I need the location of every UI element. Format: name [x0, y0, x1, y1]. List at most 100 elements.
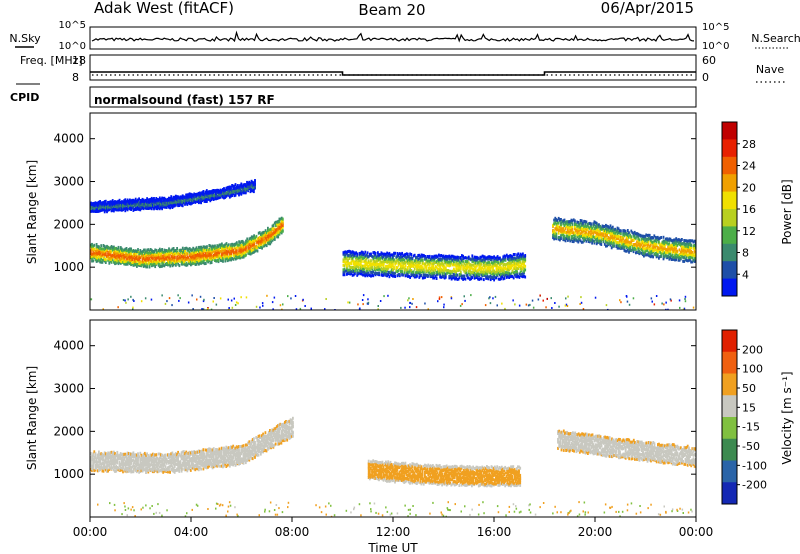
scatter-mark [568, 236, 570, 240]
scatter-mark [222, 259, 224, 263]
scatter-mark [512, 253, 515, 256]
scatter-mark [364, 254, 367, 258]
scatter-mark [692, 253, 695, 257]
scatter-mark [198, 262, 200, 266]
scatter-mark [671, 246, 674, 250]
scatter-mark [100, 257, 103, 261]
scatter-mark [473, 271, 476, 275]
scatter-mark [473, 265, 476, 269]
scatter-mark [583, 236, 585, 240]
scatter-mark [185, 197, 188, 201]
scatter-mark [122, 203, 124, 206]
scatter-mark [118, 204, 121, 208]
scatter-mark [158, 247, 161, 251]
scatter-mark [667, 250, 669, 254]
scatter-mark [117, 255, 120, 258]
scatter-mark [188, 192, 191, 196]
scatter-mark [99, 252, 101, 256]
scatter-mark [463, 277, 466, 280]
scatter-mark [143, 204, 146, 208]
scatter-mark [173, 200, 176, 204]
scatter-mark [164, 262, 167, 266]
scatter-mark [130, 258, 132, 262]
scatter-mark [690, 260, 692, 264]
scatter-mark [183, 260, 185, 264]
scatter-mark [494, 256, 497, 260]
scatter-mark [165, 249, 168, 253]
scatter-mark [383, 267, 386, 271]
scatter-mark [100, 244, 103, 248]
scatter-mark [645, 233, 648, 237]
scatter-mark [200, 261, 203, 265]
scatter-mark [510, 271, 513, 275]
scatter-mark [180, 257, 183, 261]
scatter-mark [490, 271, 493, 274]
scatter-mark [108, 201, 111, 204]
scatter-mark [584, 222, 587, 226]
scatter-mark [155, 205, 158, 209]
scatter-mark [210, 251, 213, 255]
scatter-mark [569, 230, 572, 234]
scatter-mark [410, 256, 413, 260]
scatter-mark [689, 239, 691, 243]
scatter-mark [416, 268, 418, 271]
scatter-mark [462, 260, 464, 264]
scatter-mark [497, 266, 500, 270]
scatter-mark [406, 269, 409, 273]
scatter-mark [249, 247, 252, 251]
scatter-mark [509, 264, 512, 268]
scatter-mark [113, 209, 115, 213]
scatter-mark [585, 234, 588, 238]
scatter-mark [354, 261, 356, 264]
speckle-mark [496, 304, 498, 307]
scatter-mark [481, 266, 484, 270]
scatter-mark [512, 263, 515, 267]
scatter-mark [138, 256, 141, 260]
scatter-mark [117, 262, 120, 266]
scatter-mark [110, 258, 113, 262]
scatter-mark [594, 221, 597, 225]
scatter-mark [587, 222, 590, 226]
scatter-mark [474, 261, 477, 265]
scatter-mark [362, 268, 364, 271]
scatter-mark [417, 257, 420, 261]
speckle-mark [400, 306, 402, 309]
scatter-mark [470, 263, 472, 267]
scatter-mark [513, 258, 516, 262]
scatter-mark [683, 243, 686, 247]
scatter-mark [342, 251, 345, 255]
scatter-mark [621, 236, 623, 239]
scatter-mark [432, 262, 434, 265]
scatter-mark [579, 228, 582, 232]
scatter-mark [171, 252, 174, 256]
scatter-mark [252, 243, 254, 247]
scatter-mark [689, 241, 691, 244]
scatter-mark [181, 250, 184, 254]
scatter-mark [156, 260, 159, 264]
scatter-mark [485, 269, 487, 273]
scatter-mark [235, 241, 238, 245]
scatter-mark [101, 201, 104, 205]
scatter-mark [432, 258, 434, 262]
scatter-mark [381, 273, 384, 277]
scatter-mark [412, 265, 415, 268]
scatter-mark [503, 276, 506, 280]
scatter-mark [385, 255, 387, 259]
scatter-mark [107, 258, 109, 262]
scatter-mark [233, 254, 236, 258]
scatter-mark [124, 207, 127, 211]
scatter-mark [169, 257, 172, 261]
scatter-mark [232, 243, 235, 247]
scatter-mark [219, 188, 222, 192]
scatter-mark [209, 194, 212, 197]
scatter-mark [242, 243, 245, 246]
scatter-mark [576, 235, 579, 238]
scatter-mark [140, 205, 143, 209]
scatter-mark [628, 231, 630, 235]
scatter-mark [387, 257, 390, 261]
scatter-mark [476, 273, 478, 277]
scatter-mark [557, 221, 560, 225]
scatter-mark [396, 258, 399, 262]
scatter-mark [503, 270, 506, 274]
scatter-mark [641, 251, 644, 255]
